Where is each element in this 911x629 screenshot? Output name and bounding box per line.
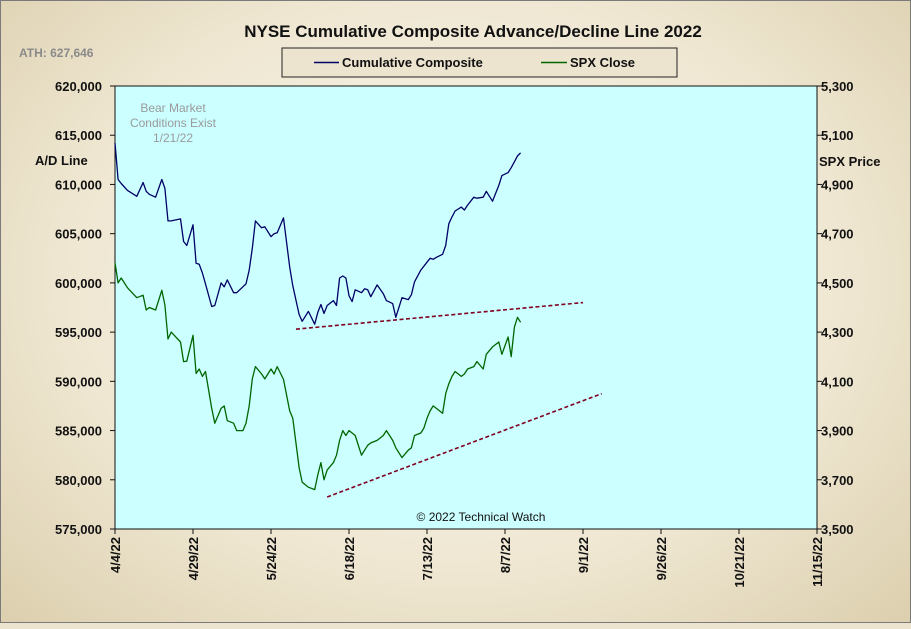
series-lines <box>114 143 522 491</box>
y-tick-label-right: 5,100 <box>821 128 854 143</box>
trendline-spx <box>326 392 603 498</box>
y-axis-label-right: SPX Price <box>819 154 880 169</box>
y-tick-label-left: 615,000 <box>55 128 102 143</box>
y-tick-label-left: 600,000 <box>55 276 102 291</box>
y-tick-label-right: 3,900 <box>821 424 854 439</box>
bear-market-note: Bear Market Conditions Exist 1/21/22 <box>130 101 217 145</box>
y-tick-label-right: 4,900 <box>821 177 854 192</box>
chart-title: NYSE Cumulative Composite Advance/Declin… <box>244 22 702 41</box>
x-tick-label: 10/21/22 <box>732 537 747 588</box>
legend-box <box>281 47 678 78</box>
y-tick-label-right: 4,100 <box>821 374 854 389</box>
x-tick-label: 5/24/22 <box>264 537 279 580</box>
y-ticks-left: 620,000 615,000 610,000 605,000 600,000 595,0… <box>55 79 115 537</box>
y-tick-label-right: 5,300 <box>821 79 854 94</box>
note-line-3: 1/21/22 <box>153 131 193 145</box>
trendline-ad <box>295 301 584 330</box>
y-tick-label-right: 4,300 <box>821 325 854 340</box>
copyright: © 2022 Technical Watch <box>417 510 546 524</box>
y-ticks-right: 5,300 5,100 4,900 4,700 4,500 4,300 4,100 3,900… <box>817 79 854 537</box>
y-tick-label-right: 4,500 <box>821 276 854 291</box>
y-tick-label-left: 585,000 <box>55 424 102 439</box>
y-tick-label-left: 610,000 <box>55 177 102 192</box>
x-tick-label: 8/7/22 <box>498 537 513 573</box>
y-tick-label-right: 3,500 <box>821 522 854 537</box>
series-line-cumulative-composite <box>114 143 522 325</box>
x-tick-label: 11/15/22 <box>810 537 825 587</box>
y-tick-label-right: 4,700 <box>821 227 854 242</box>
x-ticks: 4/4/22 4/29/22 5/24/22 6/18/22 7/13/22 8/7/22… <box>108 529 825 588</box>
y-axis-label-left: A/D Line <box>35 153 88 168</box>
x-tick-label: 4/29/22 <box>186 537 201 580</box>
y-tick-label-left: 605,000 <box>55 227 102 242</box>
x-tick-label: 7/13/22 <box>420 537 435 580</box>
x-tick-label: 6/18/22 <box>342 537 357 580</box>
y-tick-label-left: 590,000 <box>55 374 102 389</box>
trendlines <box>295 301 603 498</box>
ath-label: ATH: 627,646 <box>19 46 94 60</box>
legend-label-spx: SPX Close <box>570 55 635 70</box>
note-line-1: Bear Market <box>140 101 206 115</box>
x-tick-label: 4/4/22 <box>108 537 123 573</box>
plot-area <box>114 85 818 530</box>
y-tick-label-left: 620,000 <box>55 79 102 94</box>
series-line-spx-close <box>114 262 522 491</box>
y-tick-label-right: 3,700 <box>821 473 854 488</box>
y-tick-label-left: 595,000 <box>55 325 102 340</box>
legend-label-ad: Cumulative Composite <box>342 55 483 70</box>
x-tick-label: 9/26/22 <box>654 537 669 580</box>
x-tick-label: 9/1/22 <box>576 537 591 573</box>
note-line-2: Conditions Exist <box>130 116 217 130</box>
y-tick-label-left: 580,000 <box>55 473 102 488</box>
legend: Cumulative Composite SPX Close <box>281 47 678 78</box>
y-tick-label-left: 575,000 <box>55 522 102 537</box>
